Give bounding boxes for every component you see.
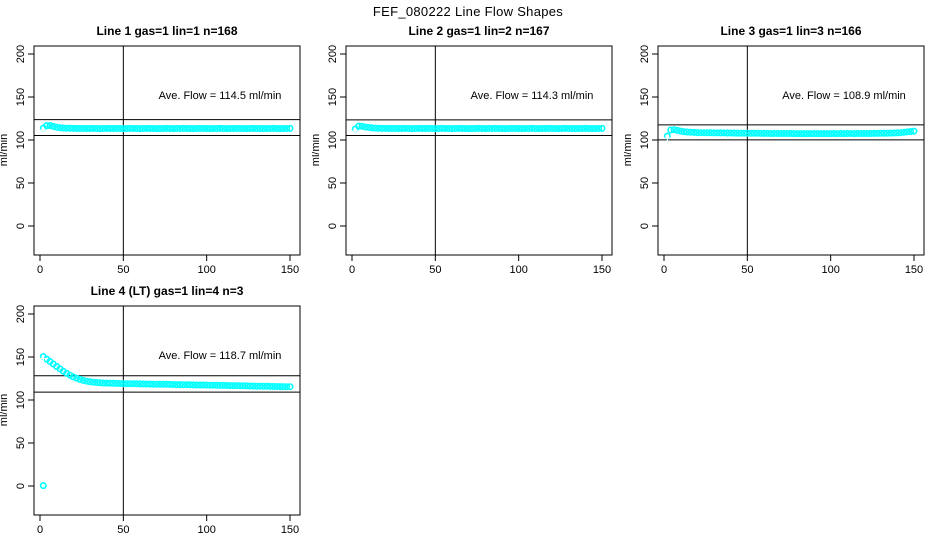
y-tick-label: 150 — [15, 88, 27, 106]
plot-frame — [33, 305, 301, 516]
x-tick-label: 100 — [197, 524, 215, 536]
y-axis-label: ml/min — [624, 134, 634, 166]
plot-frame — [33, 45, 301, 256]
y-tick-label: 150 — [327, 88, 339, 106]
ave-flow-annotation: Ave. Flow = 108.9 ml/min — [782, 90, 906, 102]
y-tick-label: 200 — [15, 305, 27, 323]
x-tick-label: 100 — [821, 264, 839, 276]
y-tick-label: 0 — [639, 223, 651, 229]
y-tick-label: 50 — [15, 437, 27, 449]
y-tick-label: 50 — [15, 177, 27, 189]
ave-flow-annotation: Ave. Flow = 114.5 ml/min — [159, 90, 282, 102]
x-tick-label: 150 — [281, 524, 299, 536]
y-tick-label: 100 — [327, 131, 339, 149]
y-tick-label: 0 — [327, 223, 339, 229]
x-tick-label: 50 — [117, 264, 129, 276]
data-points — [663, 126, 918, 140]
x-tick-label: 0 — [661, 264, 667, 276]
plot-frame — [345, 45, 613, 256]
y-tick-label: 0 — [15, 483, 27, 489]
panel-line-2: 0 50 100 150 200 0 50 100 150 ml/min Ave. Flow = 1… — [312, 24, 613, 276]
y-axis-label: ml/min — [0, 134, 10, 166]
x-tick-label: 0 — [37, 264, 43, 276]
ave-flow-annotation: Ave. Flow = 118.7 ml/min — [159, 350, 282, 362]
ave-flow-annotation: Ave. Flow = 114.3 ml/min — [471, 90, 594, 102]
x-tick-label: 100 — [509, 264, 527, 276]
x-tick-label: 100 — [197, 264, 215, 276]
panel-title: Line 2 gas=1 lin=2 n=167 — [408, 24, 549, 38]
data-points — [39, 122, 294, 133]
y-tick-label: 200 — [15, 45, 27, 63]
x-tick-label: 50 — [117, 524, 129, 536]
panel-line-4: 0 50 100 150 200 0 50 100 150 ml/min Ave. Flow = 1… — [0, 284, 301, 536]
x-tick-label: 50 — [429, 264, 441, 276]
y-axis-label: ml/min — [0, 394, 10, 426]
panel-title: Line 3 gas=1 lin=3 n=166 — [720, 24, 861, 38]
y-tick-label: 150 — [639, 88, 651, 106]
x-tick-label: 150 — [281, 264, 299, 276]
y-tick-label: 100 — [15, 391, 27, 409]
y-axis-label: ml/min — [312, 134, 322, 166]
x-tick-label: 0 — [349, 264, 355, 276]
figure-title: FEF_080222 Line Flow Shapes — [372, 4, 564, 19]
plot-frame — [657, 45, 925, 256]
data-points — [351, 122, 606, 133]
x-tick-label: 0 — [37, 524, 43, 536]
y-tick-label: 150 — [15, 348, 27, 366]
panel-title: Line 1 gas=1 lin=1 n=168 — [96, 24, 237, 38]
y-tick-label: 200 — [639, 45, 651, 63]
x-tick-label: 150 — [593, 264, 611, 276]
y-tick-label: 0 — [15, 223, 27, 229]
x-tick-label: 150 — [905, 264, 923, 276]
panel-line-3: 0 50 100 150 200 0 50 100 150 ml/min Ave. Flow = 1… — [624, 24, 925, 276]
data-points — [39, 353, 294, 490]
y-tick-label: 50 — [327, 177, 339, 189]
panel-title: Line 4 (LT) gas=1 lin=4 n=3 — [91, 284, 244, 298]
y-tick-label: 200 — [327, 45, 339, 63]
y-tick-label: 50 — [639, 177, 651, 189]
y-tick-label: 100 — [15, 131, 27, 149]
x-tick-label: 50 — [741, 264, 753, 276]
y-tick-label: 100 — [639, 131, 651, 149]
panel-line-1: 0 50 100 150 200 0 50 100 150 ml/min Ave. Flow = 1… — [0, 24, 301, 276]
